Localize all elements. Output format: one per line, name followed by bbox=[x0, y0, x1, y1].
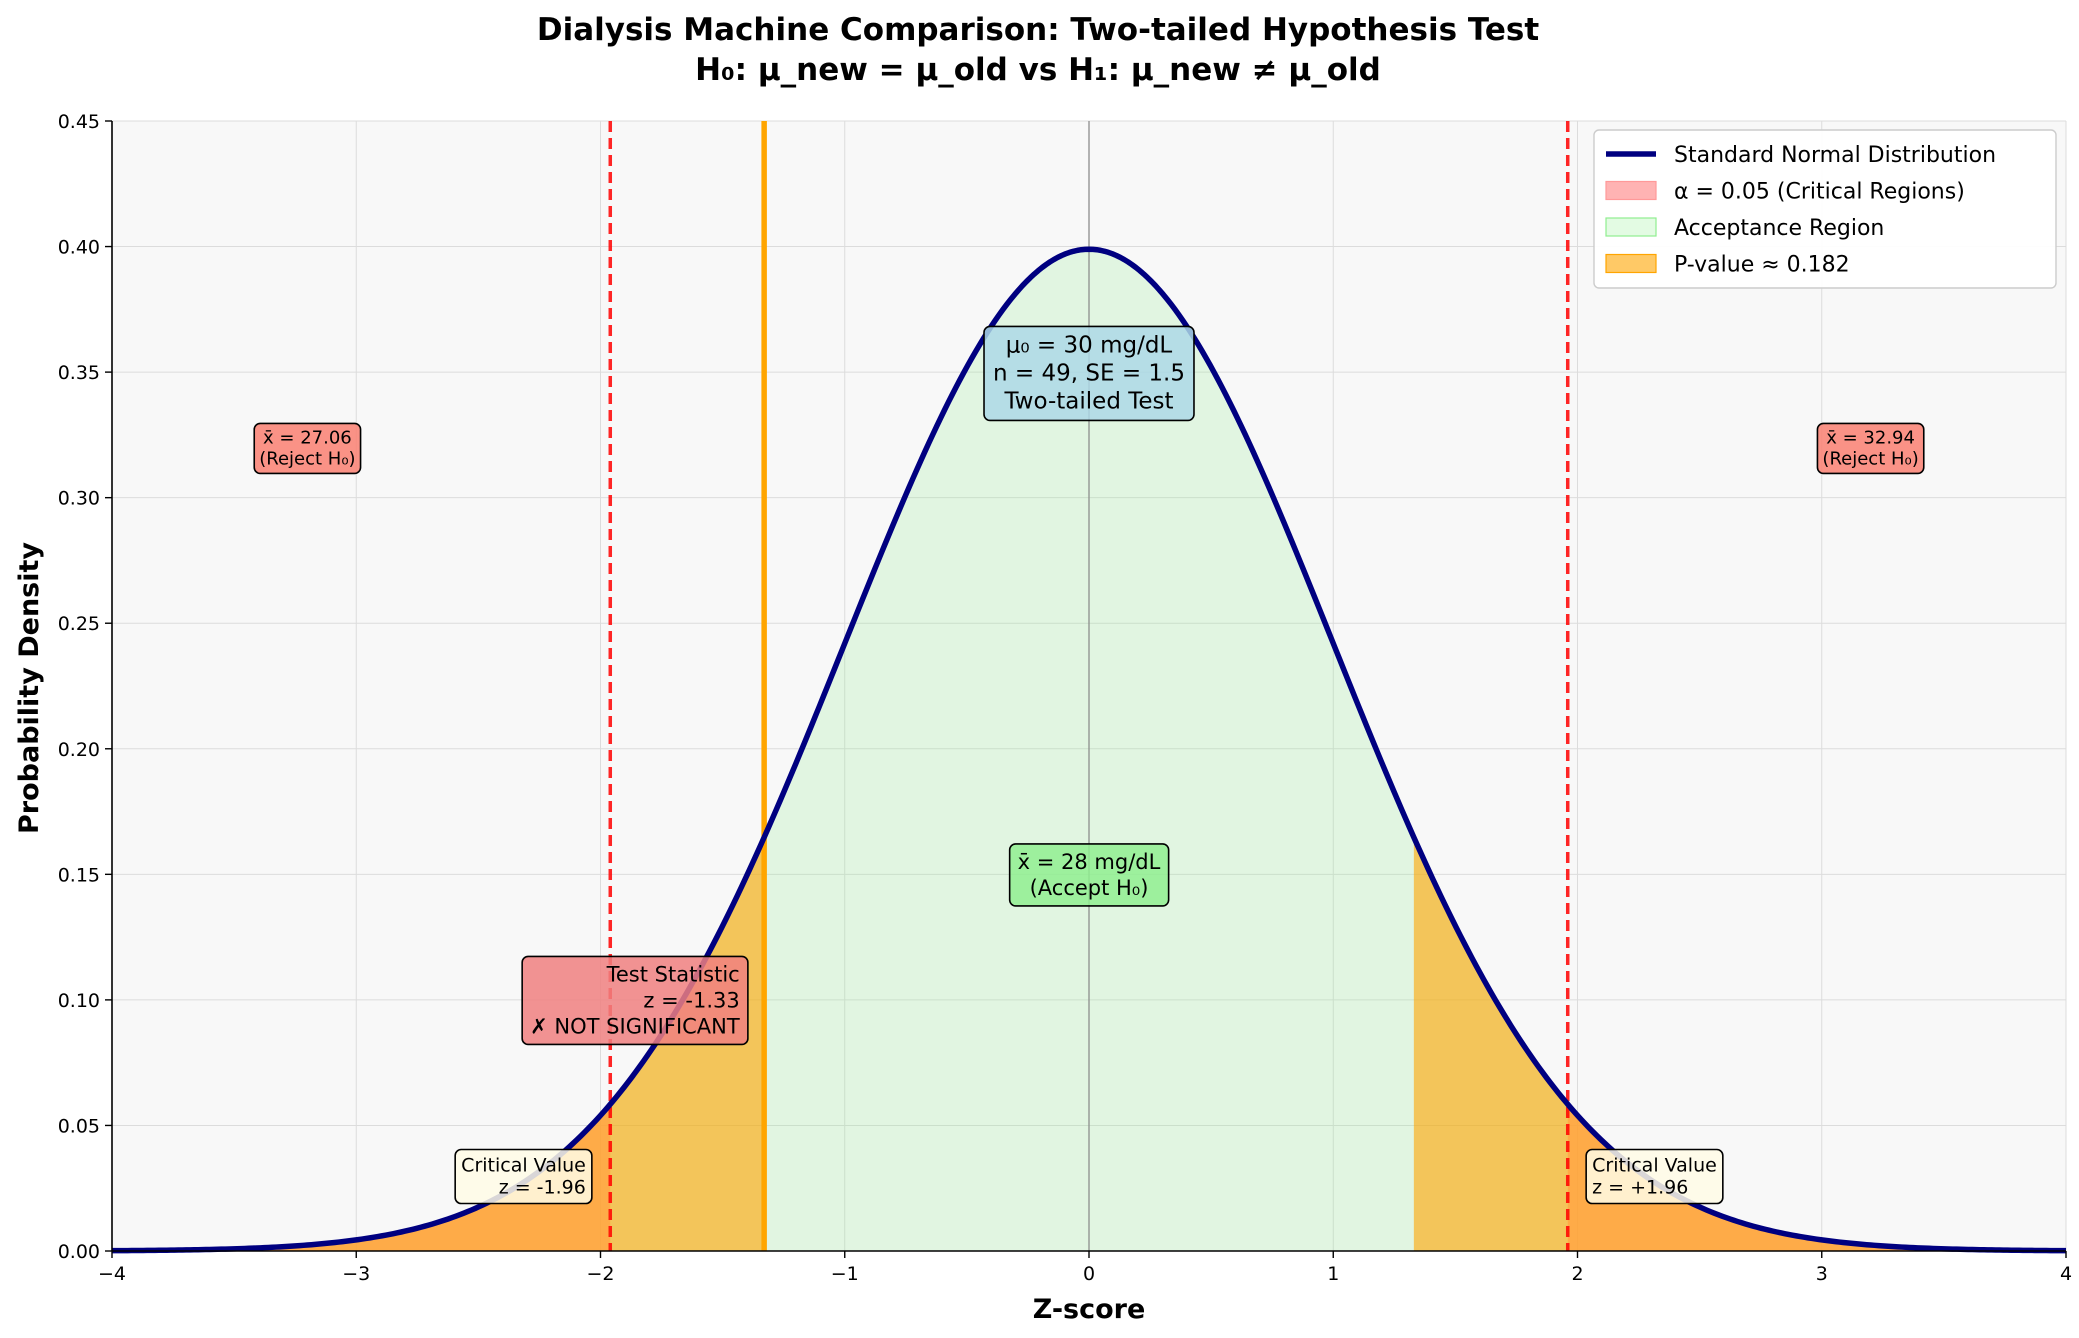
legend-swatch-area bbox=[1605, 253, 1657, 274]
legend-swatch-area bbox=[1605, 217, 1657, 237]
y-tick-label: 0.45 bbox=[58, 111, 100, 133]
annotation-text-line: ✗ NOT SIGNIFICANT bbox=[530, 1014, 740, 1038]
x-tick-label: 3 bbox=[1816, 1263, 1828, 1285]
annotation-sample-mean: x̄ = 28 mg/dL(Accept H₀) bbox=[1008, 843, 1170, 907]
x-tick-label: 1 bbox=[1327, 1263, 1339, 1285]
annotation-reject-left: x̄ = 27.06(Reject H₀) bbox=[253, 422, 362, 475]
annotation-box bbox=[521, 955, 749, 1046]
normal-curve-line bbox=[111, 246, 2067, 1254]
legend-swatch-area bbox=[1605, 180, 1657, 201]
y-tick-label: 0.00 bbox=[58, 1241, 100, 1263]
x-tick-label: 4 bbox=[2060, 1263, 2072, 1285]
annotation-box bbox=[1585, 1148, 1724, 1205]
annotation-text-line: n = 49, SE = 1.5 bbox=[993, 360, 1185, 386]
annotation-text-line: x̄ = 27.06 bbox=[263, 427, 352, 448]
y-tick-label: 0.05 bbox=[58, 1115, 100, 1137]
y-tick-label: 0.10 bbox=[58, 990, 100, 1012]
y-tick-label: 0.15 bbox=[58, 864, 100, 886]
annotation-reject-right: x̄ = 32.94(Reject H₀) bbox=[1816, 422, 1925, 475]
y-axis-label: Probability Density bbox=[14, 542, 45, 834]
legend-label: Standard Normal Distribution bbox=[1674, 143, 1996, 168]
legend-label: Acceptance Region bbox=[1674, 216, 1884, 241]
pvalue-right-fill bbox=[1413, 837, 2066, 1251]
annotation-text-line: Test Statistic bbox=[606, 962, 740, 986]
legend-label: P-value ≈ 0.182 bbox=[1674, 253, 1850, 278]
annotation-text-line: x̄ = 28 mg/dL bbox=[1018, 850, 1161, 874]
annotation-text-line: Two-tailed Test bbox=[1003, 388, 1173, 414]
y-tick-label: 0.35 bbox=[58, 362, 100, 384]
annotation-text-line: z = -1.33 bbox=[643, 988, 739, 1012]
y-tick-label: 0.25 bbox=[58, 613, 100, 635]
x-tick-label: −3 bbox=[342, 1263, 370, 1285]
x-tick-label: 2 bbox=[1571, 1263, 1583, 1285]
annotation-text-line: μ₀ = 30 mg/dL bbox=[1006, 332, 1173, 358]
legend: Standard Normal Distribution α = 0.05 (Cr… bbox=[1593, 129, 2057, 289]
x-tick-label: −4 bbox=[98, 1263, 126, 1285]
pvalue-left-fill bbox=[112, 837, 765, 1251]
annotation-text-line: (Accept H₀) bbox=[1030, 876, 1149, 900]
x-axis-label: Z-score bbox=[1033, 1294, 1146, 1325]
annotation-text-line: z = +1.96 bbox=[1592, 1177, 1688, 1199]
annotation-text-line: z = -1.96 bbox=[499, 1177, 586, 1199]
annotation-text-line: Critical Value bbox=[1592, 1155, 1717, 1177]
chart-title: Dialysis Machine Comparison: Two-tailed … bbox=[537, 12, 1539, 48]
legend-frame bbox=[1593, 129, 2057, 289]
legend-label: α = 0.05 (Critical Regions) bbox=[1674, 180, 1965, 205]
x-tick-label: −1 bbox=[831, 1263, 859, 1285]
annotation-box bbox=[454, 1148, 593, 1205]
y-tick-label: 0.20 bbox=[58, 739, 100, 761]
annotation-text-line: Critical Value bbox=[461, 1155, 586, 1177]
chart-subtitle: H₀: μ_new = μ_old vs H₁: μ_new ≠ μ_old bbox=[695, 52, 1381, 88]
annotation-text-line: x̄ = 32.94 bbox=[1826, 427, 1915, 448]
annotation-info: μ₀ = 30 mg/dLn = 49, SE = 1.5Two-tailed … bbox=[983, 325, 1195, 422]
annotation-text-line: (Reject H₀) bbox=[259, 448, 355, 469]
plot-area: −4 −3 −2 −1 0 1 2 3 4 0.00 0.05 0.10 0.15 0.20 0.25 0.3… bbox=[58, 111, 2072, 1285]
annotation-box bbox=[253, 422, 362, 475]
y-tick-label: 0.40 bbox=[58, 237, 100, 259]
annotation-box bbox=[1008, 843, 1170, 907]
annotation-box bbox=[983, 325, 1195, 422]
x-tick-label: −2 bbox=[586, 1263, 614, 1285]
y-tick-label: 0.30 bbox=[58, 488, 100, 510]
annotation-text-line: (Reject H₀) bbox=[1822, 448, 1918, 469]
annotation-box bbox=[1816, 422, 1925, 475]
x-tick-label: 0 bbox=[1083, 1263, 1095, 1285]
